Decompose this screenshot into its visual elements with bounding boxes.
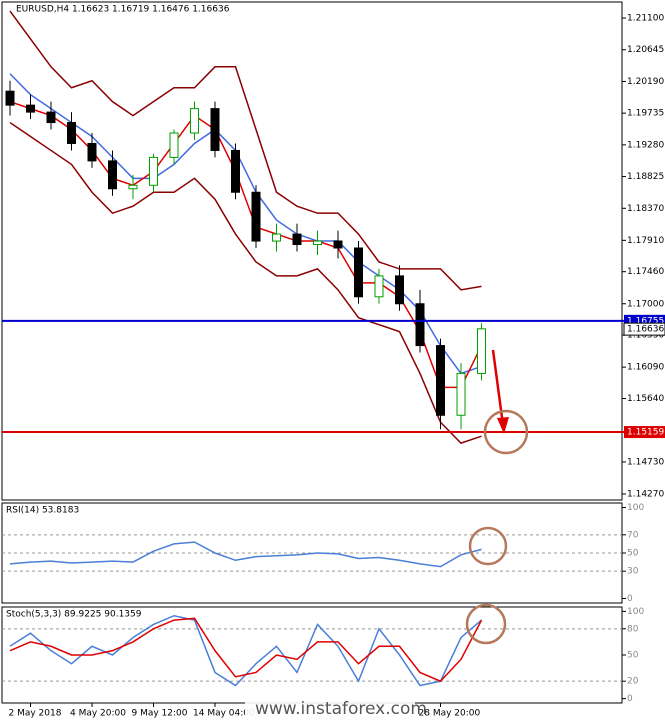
chart-title: EURUSD,H4 1.16623 1.16719 1.16476 1.1663… xyxy=(16,5,230,15)
y-tick-label: 1.16090 xyxy=(627,363,664,373)
last-price-box xyxy=(623,322,665,336)
x-tick-label: 4 May 20:00 xyxy=(70,709,126,719)
panel-frame xyxy=(1,1,623,501)
x-tick-label: 9 May 12:00 xyxy=(132,709,188,719)
watermark: www.instaforex.com xyxy=(255,699,427,719)
candle-body xyxy=(108,160,117,190)
candle-body xyxy=(128,184,138,190)
indicator-line xyxy=(9,541,482,568)
panel-title: RSI(14) 53.8183 xyxy=(6,506,79,516)
indicator-line xyxy=(9,121,482,444)
highlight-circle xyxy=(465,603,507,645)
x-tick-label: 2 May 2018 xyxy=(9,709,62,719)
candle-body xyxy=(436,345,445,416)
price-label: 1.16755 xyxy=(627,316,664,326)
y-tick-label: 1.14270 xyxy=(627,490,664,500)
y-tick-label: 1.20190 xyxy=(627,77,664,87)
candle-body xyxy=(415,303,425,347)
y-tick-label: 20 xyxy=(627,677,639,687)
y-tick-label: 50 xyxy=(627,651,639,661)
candle-body xyxy=(190,108,199,134)
y-tick-label: 1.20645 xyxy=(627,45,664,55)
candle-body xyxy=(456,372,466,416)
y-tick-label: 70 xyxy=(627,530,639,540)
y-tick-label: 1.14730 xyxy=(627,457,664,467)
y-tick-label: 1.17910 xyxy=(627,236,664,246)
y-tick-label: 1.17460 xyxy=(627,267,664,277)
candle-body xyxy=(169,132,179,158)
candle-body xyxy=(477,328,486,374)
candle-body xyxy=(374,275,384,298)
candle-body xyxy=(395,275,404,305)
candle-body xyxy=(354,247,363,298)
candle-body xyxy=(313,240,322,246)
candle-body xyxy=(210,108,220,151)
highlight-circle xyxy=(468,526,508,566)
candle-body xyxy=(67,122,76,144)
price-label-box xyxy=(624,426,665,439)
candle-body xyxy=(5,90,15,106)
y-tick-label: 1.18825 xyxy=(627,172,664,182)
y-tick-label: 100 xyxy=(627,503,644,513)
candle-body xyxy=(231,149,240,193)
candle-body xyxy=(272,233,281,242)
y-tick-label: 1.19735 xyxy=(627,109,664,119)
x-tick-label: 14 May 04:00 xyxy=(193,709,255,719)
candle-body xyxy=(292,233,302,246)
watermark-box xyxy=(245,696,415,720)
candle-body xyxy=(46,111,56,124)
y-tick-label: 1.15640 xyxy=(627,394,664,404)
arrow-head xyxy=(497,417,509,434)
last-price-label: 1.16636 xyxy=(627,325,664,335)
y-tick-label: 1.19280 xyxy=(627,140,664,150)
candle-body xyxy=(251,191,261,242)
highlight-circle xyxy=(483,409,529,455)
y-tick-label: 1.21100 xyxy=(627,14,664,24)
price-label: 1.15159 xyxy=(627,428,664,438)
candle-body xyxy=(87,142,97,162)
y-tick-label: 30 xyxy=(627,567,639,577)
y-tick-label: 1.17000 xyxy=(627,299,664,309)
x-tick-label: 28 May 20:00 xyxy=(419,709,481,719)
indicator-line xyxy=(9,10,482,291)
candle-body xyxy=(26,104,35,113)
y-tick-label: 0 xyxy=(627,594,633,604)
y-tick-label: 80 xyxy=(627,624,639,634)
y-tick-label: 100 xyxy=(627,607,644,617)
y-tick-label: 1.18370 xyxy=(627,204,664,214)
candle-body xyxy=(333,240,343,249)
indicator-line xyxy=(9,617,483,683)
y-tick-label: 50 xyxy=(627,549,639,559)
y-tick-label: 0 xyxy=(627,694,633,704)
candle-body xyxy=(149,156,158,186)
panel-title: Stoch(5,3,3) 89.9225 90.1359 xyxy=(6,610,142,620)
